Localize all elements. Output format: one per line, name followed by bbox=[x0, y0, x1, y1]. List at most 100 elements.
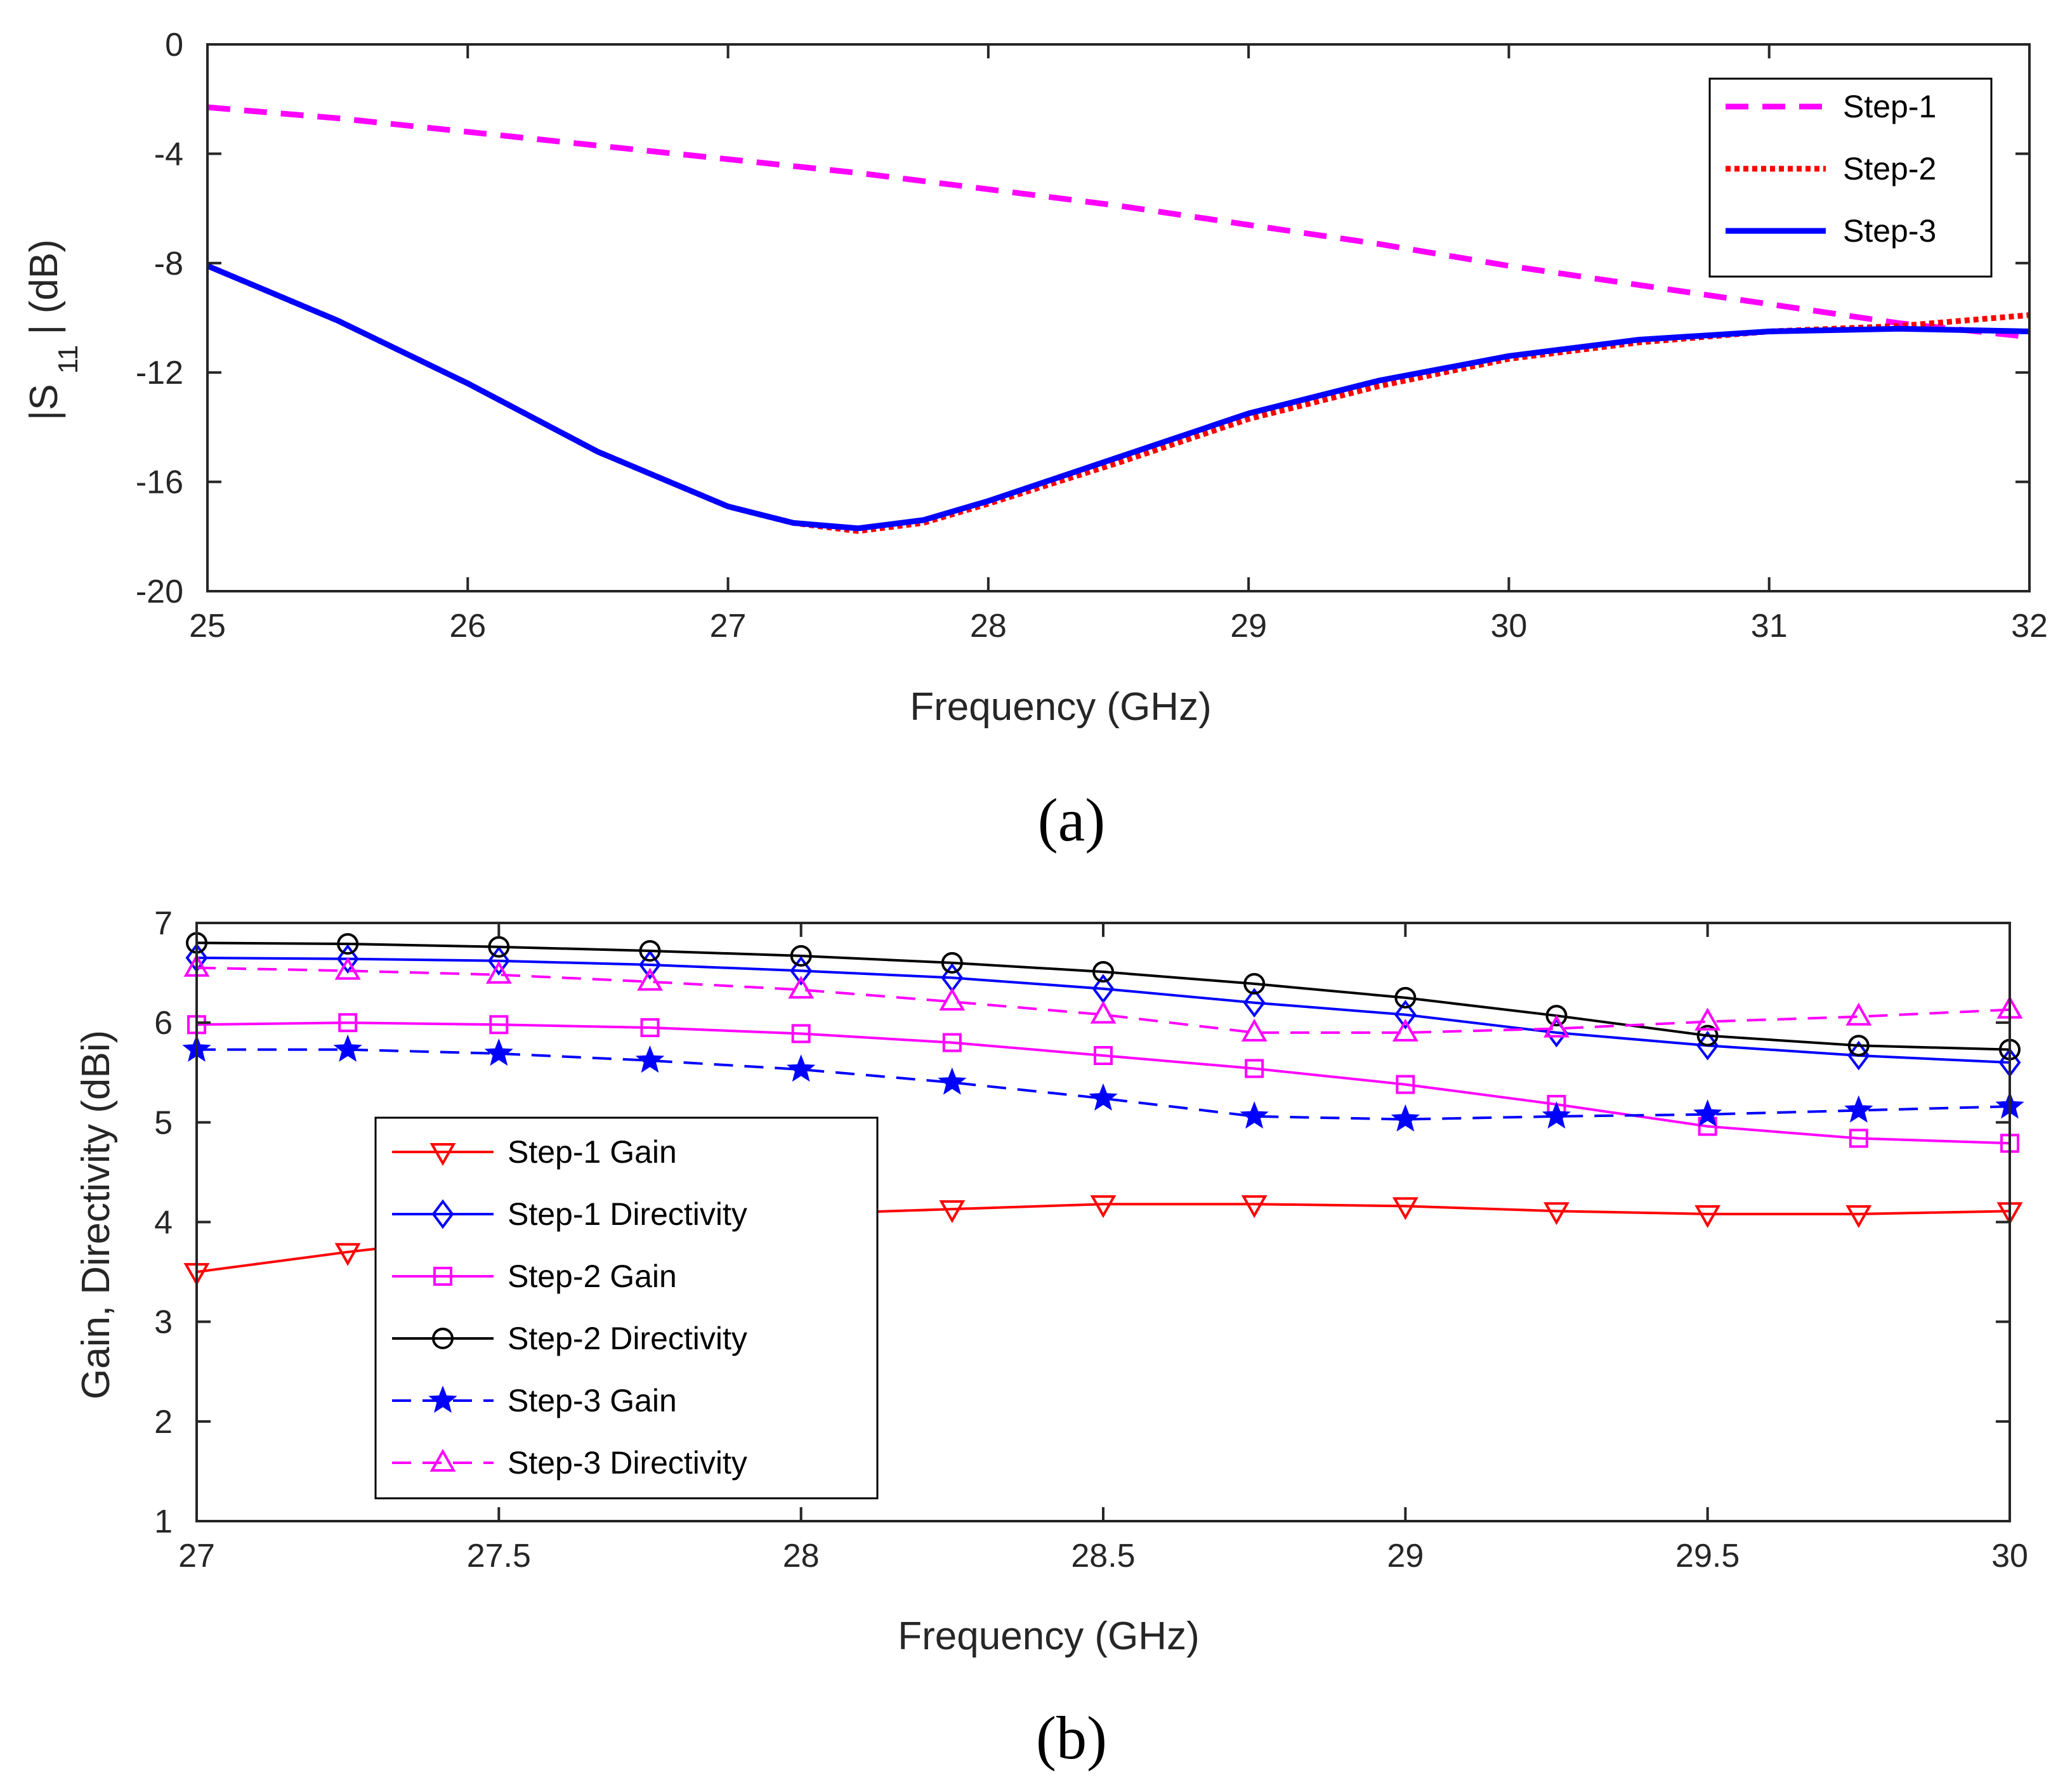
panel-b-series-step-3-directivity-point bbox=[1845, 1002, 1872, 1026]
panel-b-legend-label-step-2-gain: Step-2 Gain bbox=[508, 1259, 677, 1294]
panel-b-series-step-3-directivity-point bbox=[334, 957, 361, 980]
panel-b-y-tick-label: 7 bbox=[154, 905, 173, 942]
panel-b-series-step-3-directivity-point bbox=[637, 967, 663, 991]
panel-a-x-tick-label: 26 bbox=[449, 608, 486, 644]
panel-a-y-tick-label: 0 bbox=[165, 27, 183, 63]
panel-a-x-tick-label: 32 bbox=[2011, 608, 2048, 644]
panel-a-series-step-3-line bbox=[206, 263, 2030, 532]
panel-b-series-step-2-directivity-point bbox=[790, 945, 812, 967]
panel-b-y-tick-label: 3 bbox=[154, 1304, 173, 1341]
panel-a-y-tick-label: -4 bbox=[154, 136, 183, 173]
panel-b-series-step-3-gain-point bbox=[938, 1067, 967, 1095]
panel-b-series-step-1-gain-point bbox=[1845, 1205, 1872, 1228]
panel-b-series-step-2-directivity-point bbox=[488, 936, 510, 958]
panel-b-series-step-2-directivity-point bbox=[337, 933, 359, 955]
panel-b-series-step-3-directivity-point bbox=[1392, 1018, 1419, 1042]
panel-b-series-step-1-gain-point bbox=[334, 1243, 361, 1266]
panel-a-series-group bbox=[206, 104, 2030, 534]
panel-b-series-step-3-directivity-point bbox=[788, 976, 815, 999]
panel-b-series-step-2-directivity-point bbox=[1696, 1024, 1719, 1047]
panel-b-legend-label-step-2-directivity: Step-2 Directivity bbox=[508, 1321, 747, 1356]
panel-b-x-tick-label: 30 bbox=[1991, 1538, 2028, 1574]
panel-b-legend-marker-step-2-directivity bbox=[432, 1328, 454, 1349]
panel-b-series-step-2-directivity-point bbox=[1847, 1035, 1870, 1057]
panel-b-legend-label-step-3-gain: Step-3 Gain bbox=[508, 1383, 677, 1418]
panel-b-y-tick-label: 6 bbox=[154, 1005, 173, 1042]
panel-b-series-step-2-gain-point bbox=[640, 1018, 660, 1038]
panel-b-series-step-3-directivity-point bbox=[939, 988, 966, 1011]
panel-b-series-step-3-gain-point bbox=[333, 1034, 362, 1062]
panel-b-series-step-2-directivity-point bbox=[1243, 972, 1266, 995]
panel-a-y-label-subscript: 11 bbox=[53, 345, 84, 374]
panel-b-series-step-3-gain-point bbox=[1844, 1095, 1873, 1123]
panel-a-legend-label-step-1: Step-1 bbox=[1843, 89, 1936, 124]
panel-b-series-step-1-gain-point bbox=[1543, 1202, 1569, 1226]
panel-a-x-tick-label: 25 bbox=[189, 608, 226, 644]
panel-a-x-tick-label: 29 bbox=[1230, 608, 1267, 644]
panel-b-series-step-1-directivity-point bbox=[639, 950, 661, 980]
panel-b-series-step-1-directivity-point bbox=[336, 944, 359, 974]
panel-b-series-step-1-gain-point bbox=[939, 1200, 966, 1224]
panel-b-y-tick-label: 5 bbox=[154, 1104, 173, 1141]
panel-b-legend-marker-step-2-gain bbox=[433, 1267, 452, 1286]
panel-b-series-step-2-directivity-point bbox=[1394, 986, 1417, 1009]
panel-a-x-tick-label: 30 bbox=[1491, 608, 1528, 644]
panel-b-legend-box bbox=[374, 1116, 879, 1500]
panel-b-legend-marker-step-3-directivity bbox=[429, 1448, 456, 1472]
panel-b-series-step-2-gain-point bbox=[1849, 1128, 1868, 1148]
panel-a-caption: (a) bbox=[1038, 786, 1106, 854]
panel-a-legend-box bbox=[1708, 77, 1993, 278]
panel-b-series-step-2-gain-point bbox=[489, 1015, 509, 1035]
panel-b-series-step-2-directivity-point bbox=[1092, 961, 1114, 983]
panel-b-y-tick-label: 2 bbox=[154, 1404, 173, 1441]
panel-b-y-tick-label: 1 bbox=[154, 1503, 173, 1540]
panel-b-series-step-1-gain-point bbox=[1694, 1205, 1721, 1228]
panel-a-y-tick-label: -8 bbox=[154, 245, 183, 282]
panel-b-legend-label-step-1-gain: Step-1 Gain bbox=[508, 1134, 677, 1170]
panel-b-series-step-1-directivity-point bbox=[1394, 1000, 1417, 1030]
panel-b-series-step-3-gain-point bbox=[1089, 1083, 1118, 1111]
panel-b-series-step-1-directivity-point bbox=[790, 956, 813, 986]
panel-a-legend-label-step-3: Step-3 bbox=[1843, 213, 1936, 249]
panel-b-series-step-3-directivity-point bbox=[1694, 1007, 1721, 1031]
panel-b-x-tick-label: 27 bbox=[178, 1538, 215, 1574]
panel-a-legend-label-step-2: Step-2 bbox=[1843, 151, 1936, 186]
panel-b-series-step-2-directivity-point bbox=[639, 940, 661, 962]
panel-b-series-step-2-directivity-point bbox=[941, 952, 963, 974]
panel-b-series-step-3-gain-point bbox=[484, 1038, 513, 1066]
panel-b-series-step-3-gain-point bbox=[635, 1045, 665, 1073]
panel-b-series-step-2-gain-line bbox=[196, 1021, 2010, 1145]
panel-b-y-tick-label: 4 bbox=[154, 1205, 173, 1241]
panel-a-series-step-2-line bbox=[206, 263, 2030, 534]
panel-b-x-tick-label: 27.5 bbox=[467, 1538, 531, 1574]
panel-b-series-step-1-directivity-point bbox=[487, 946, 510, 976]
panel-b-x-tick-label: 29.5 bbox=[1675, 1538, 1740, 1574]
panel-b-legend-marker-step-3-gain bbox=[428, 1385, 457, 1413]
panel-b-series-step-2-directivity-line bbox=[196, 941, 2010, 1051]
panel-b-ticks: 27 27.5 28 28.5 29 29.5 30 1 2 3 4 5 6 7 bbox=[154, 905, 2028, 1574]
panel-b-series-step-3-directivity-point bbox=[1090, 1000, 1117, 1024]
panel-b-series-step-1-gain-point bbox=[1392, 1197, 1419, 1220]
panel-a-series-step-1-line bbox=[207, 104, 2030, 340]
panel-b-series-step-1-gain-point bbox=[1090, 1195, 1117, 1219]
panel-b-series-step-2-gain-point bbox=[1396, 1075, 1415, 1094]
panel-a-legend: Step-1 Step-2 Step-3 bbox=[1708, 77, 1993, 278]
panel-b-series-step-2-gain-point bbox=[1245, 1059, 1264, 1078]
panel-b-series-step-3-gain-point bbox=[1240, 1101, 1269, 1129]
panel-a-x-tick-label: 27 bbox=[710, 608, 747, 644]
panel-b-series-step-3-gain-point bbox=[787, 1054, 816, 1082]
panel-b-series-step-2-gain-point bbox=[338, 1013, 358, 1033]
panel-b-y-axis-label: Gain, Directivity (dBi) bbox=[74, 1030, 118, 1399]
panel-b-legend-label-step-1-directivity: Step-1 Directivity bbox=[508, 1196, 747, 1232]
panel-a-y-tick-label: -12 bbox=[136, 355, 183, 391]
panel-b-series-step-3-gain-point bbox=[1693, 1099, 1722, 1127]
panel-a-x-tick-label: 31 bbox=[1751, 608, 1788, 644]
panel-a-y-label-main: |S bbox=[22, 384, 66, 420]
panel-a-y-tick-label: -16 bbox=[136, 464, 183, 501]
panel-a-ticks: 25 26 27 28 29 30 31 32 0 -4 -8 -12 -16 -20 bbox=[136, 27, 2048, 644]
panel-b-x-tick-label: 28.5 bbox=[1071, 1538, 1135, 1574]
panel-b-series-step-3-directivity-point bbox=[485, 960, 512, 984]
panel-b-series-step-1-gain-point bbox=[1241, 1195, 1268, 1219]
panel-b-series-step-3-directivity-point bbox=[1543, 1014, 1569, 1038]
